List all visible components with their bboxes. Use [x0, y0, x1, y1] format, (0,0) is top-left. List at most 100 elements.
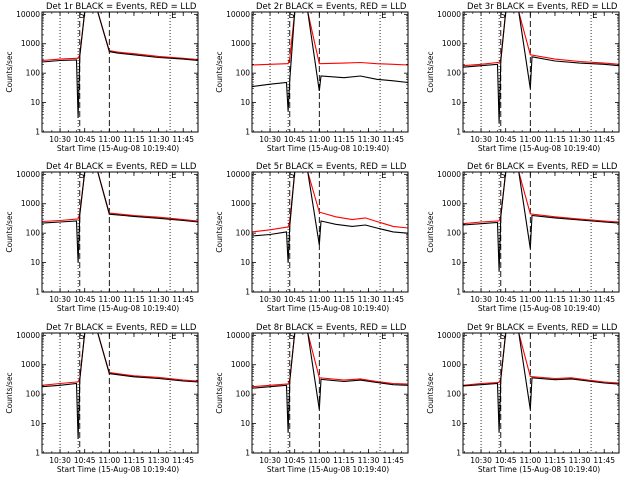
plot-frame — [462, 171, 620, 293]
x-tick-label: 11:30 — [148, 295, 170, 304]
y-tick-label: 1000 — [21, 360, 40, 369]
y-tick-label: 10 — [240, 419, 250, 428]
marker-s-label: S — [289, 332, 294, 342]
y-tick-label: 1000 — [442, 39, 461, 48]
series-lld-line — [463, 12, 619, 67]
x-tick-label: 10:30 — [470, 295, 492, 304]
marker-e-label: E — [171, 171, 176, 181]
plot-frame — [41, 171, 199, 293]
panel-title: Det 4r BLACK = Events, RED = LLD — [46, 162, 197, 172]
x-tick-label: 11:45 — [172, 295, 194, 304]
x-tick-label: 10:30 — [49, 295, 71, 304]
x-tick-label: 11:30 — [148, 456, 170, 465]
y-tick-label: 100 — [26, 390, 41, 399]
y-tick-label: 1000 — [442, 199, 461, 208]
marker-s-label: S — [289, 11, 294, 21]
series-events-line — [42, 12, 198, 119]
y-axis-label: Counts/sec — [426, 372, 435, 413]
y-tick-label: 10000 — [226, 170, 250, 179]
plot-frame — [41, 332, 199, 454]
x-tick-label: 10:45 — [284, 456, 306, 465]
x-tick-label: 11:45 — [382, 135, 404, 144]
x-tick-label: 10:30 — [259, 456, 281, 465]
y-tick-label: 1000 — [21, 39, 40, 48]
y-tick-label: 1 — [35, 128, 40, 137]
series-events-line — [463, 333, 619, 433]
x-tick-label: 11:30 — [148, 135, 170, 144]
x-tick-label: 11:45 — [172, 135, 194, 144]
y-tick-label: 1 — [245, 449, 250, 458]
marker-e-label: E — [592, 11, 597, 21]
x-tick-label: 11:30 — [569, 135, 591, 144]
y-axis-label: Counts/sec — [426, 51, 435, 92]
x-axis-label: Start Time (15-Aug-08 10:19:40) — [57, 144, 179, 153]
y-tick-label: 1000 — [442, 360, 461, 369]
x-tick-label: 11:30 — [569, 456, 591, 465]
panel-det-2: 1 10 100 1000 10000 10:30 10:45 11:00 11:15 11:30… — [215, 2, 409, 153]
y-tick-label: 1000 — [21, 199, 40, 208]
x-tick-label: 10:45 — [74, 135, 96, 144]
plot-frame — [462, 11, 620, 133]
panel-det-6: 1 10 100 1000 10000 10:30 10:45 11:00 11:15 11:30… — [426, 162, 620, 313]
series-lld-line — [252, 12, 408, 66]
marker-e-label: E — [171, 11, 176, 21]
panel-det-8: 1 10 100 1000 10000 10:30 10:45 11:00 11:15 11:30… — [215, 323, 409, 474]
y-tick-label: 1000 — [231, 39, 250, 48]
x-tick-label: 10:30 — [470, 456, 492, 465]
x-tick-label: 10:45 — [74, 295, 96, 304]
x-tick-label: 11:00 — [99, 295, 121, 304]
x-tick-label: 10:45 — [495, 135, 517, 144]
y-tick-label: 10 — [240, 258, 250, 267]
panel-title: Det 7r BLACK = Events, RED = LLD — [46, 323, 197, 333]
y-tick-label: 1 — [245, 288, 250, 297]
x-tick-label: 10:45 — [284, 135, 306, 144]
x-tick-label: 11:15 — [544, 295, 566, 304]
marker-s-label: S — [500, 11, 505, 21]
y-tick-label: 10 — [30, 98, 40, 107]
x-tick-label: 11:15 — [123, 135, 145, 144]
y-axis-label: Counts/sec — [215, 211, 224, 252]
plot-frame — [41, 11, 199, 133]
x-axis-label: Start Time (15-Aug-08 10:19:40) — [57, 465, 179, 474]
series-lld-line — [42, 12, 198, 62]
x-tick-label: 10:30 — [49, 135, 71, 144]
x-tick-label: 10:45 — [74, 456, 96, 465]
y-tick-label: 100 — [447, 229, 462, 238]
series-events-line — [42, 172, 198, 263]
x-tick-label: 11:15 — [333, 456, 355, 465]
y-tick-label: 100 — [447, 69, 462, 78]
x-axis-label: Start Time (15-Aug-08 10:19:40) — [478, 144, 600, 153]
x-tick-label: 11:00 — [99, 135, 121, 144]
series-events-line — [42, 333, 198, 440]
y-tick-label: 10 — [451, 98, 461, 107]
series-lld-line — [252, 333, 408, 388]
marker-s-label: S — [500, 332, 505, 342]
y-tick-label: 10000 — [226, 331, 250, 340]
y-tick-label: 10000 — [16, 10, 40, 19]
x-tick-label: 11:15 — [544, 135, 566, 144]
y-axis-label: Counts/sec — [426, 211, 435, 252]
y-tick-label: 10000 — [437, 10, 461, 19]
y-tick-label: 10000 — [16, 331, 40, 340]
x-tick-label: 11:45 — [382, 295, 404, 304]
x-tick-label: 11:15 — [123, 456, 145, 465]
x-tick-label: 10:45 — [284, 295, 306, 304]
y-tick-label: 1 — [35, 449, 40, 458]
x-tick-label: 11:45 — [593, 295, 615, 304]
marker-e-label: E — [381, 11, 386, 21]
y-tick-label: 100 — [236, 229, 251, 238]
panel-title: Det 3r BLACK = Events, RED = LLD — [467, 2, 618, 12]
x-tick-label: 11:30 — [358, 135, 380, 144]
x-tick-label: 11:00 — [520, 456, 542, 465]
y-tick-label: 1 — [35, 288, 40, 297]
marker-e-label: E — [381, 171, 386, 181]
plot-frame — [251, 171, 409, 293]
x-tick-label: 10:45 — [495, 456, 517, 465]
x-tick-label: 10:30 — [259, 135, 281, 144]
marker-s-label: S — [289, 171, 294, 181]
x-tick-label: 11:00 — [309, 456, 331, 465]
series-events-line — [252, 172, 408, 263]
y-axis-label: Counts/sec — [215, 372, 224, 413]
x-tick-label: 11:45 — [593, 456, 615, 465]
marker-s-label: S — [79, 171, 84, 181]
